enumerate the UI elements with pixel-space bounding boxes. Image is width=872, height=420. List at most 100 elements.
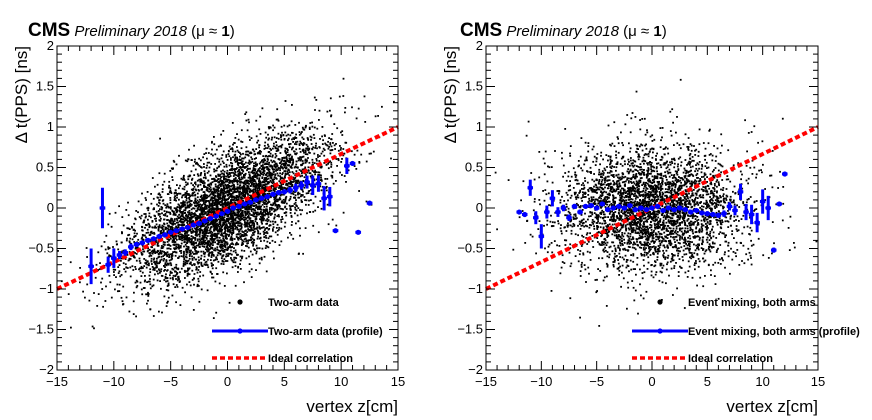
scatter-point (179, 211, 182, 214)
scatter-point (174, 275, 177, 278)
scatter-point (230, 231, 233, 234)
scatter-point (184, 255, 187, 258)
scatter-point (291, 185, 294, 187)
scatter-point (258, 144, 261, 147)
scatter-point (285, 166, 288, 169)
scatter-point (300, 132, 302, 135)
scatter-point (236, 183, 239, 186)
scatter-point (182, 194, 185, 196)
scatter-point (171, 223, 174, 225)
scatter-point (247, 176, 250, 179)
scatter-point (304, 161, 307, 164)
scatter-point (155, 260, 158, 263)
scatter-point (282, 134, 285, 136)
scatter-point (209, 174, 212, 177)
scatter-point (173, 266, 176, 269)
scatter-point (193, 252, 196, 255)
scatter-point (200, 196, 203, 198)
scatter-point (97, 293, 100, 295)
scatter-point (211, 178, 213, 180)
scatter-point (239, 259, 242, 262)
scatter-point (220, 170, 223, 173)
scatter-point (237, 224, 239, 227)
scatter-point (320, 189, 323, 192)
scatter-point (218, 282, 221, 285)
scatter-point (198, 235, 201, 238)
scatter-point (213, 197, 216, 200)
scatter-point (225, 248, 227, 251)
scatter-point (274, 213, 276, 216)
scatter-point (227, 220, 230, 223)
scatter-point (247, 203, 249, 206)
scatter-point (210, 221, 213, 223)
scatter-point (247, 210, 250, 213)
scatter-point (171, 234, 174, 237)
scatter-point (210, 163, 213, 165)
scatter-point (200, 254, 203, 257)
scatter-point (243, 206, 246, 209)
scatter-point (235, 191, 238, 193)
scatter-point (227, 214, 229, 216)
scatter-point (165, 305, 168, 307)
scatter-point (248, 159, 251, 162)
scatter-point (237, 170, 239, 173)
scatter-point (270, 184, 273, 187)
scatter-point (153, 269, 156, 271)
scatter-point (267, 182, 270, 185)
scatter-point (270, 235, 273, 238)
scatter-point (211, 223, 214, 226)
scatter-point (147, 299, 149, 302)
scatter-point (297, 191, 300, 194)
scatter-point (242, 197, 244, 200)
scatter-point (225, 237, 227, 239)
scatter-point (248, 160, 251, 163)
scatter-point (139, 281, 142, 284)
scatter-point (248, 263, 251, 265)
scatter-point (277, 137, 280, 140)
scatter-point (172, 243, 175, 246)
scatter-point (273, 257, 275, 260)
scatter-point (252, 148, 255, 151)
scatter-point (234, 251, 237, 254)
scatter-point (240, 249, 243, 252)
scatter-point (307, 192, 310, 194)
scatter-point (267, 168, 270, 170)
scatter-point (268, 208, 271, 211)
scatter-point (152, 278, 155, 281)
scatter-point (238, 191, 240, 194)
scatter-point (222, 169, 224, 172)
scatter-point (274, 196, 277, 198)
scatter-point (243, 176, 246, 179)
scatter-point (172, 268, 175, 271)
scatter-point (159, 208, 161, 211)
scatter-point (241, 194, 244, 197)
scatter-point (253, 178, 256, 181)
scatter-point (197, 233, 200, 236)
scatter-point (259, 133, 262, 135)
scatter-point (291, 171, 294, 173)
scatter-point (125, 296, 128, 299)
scatter-point (306, 159, 308, 162)
scatter-point (337, 149, 340, 152)
scatter-point (240, 196, 243, 199)
scatter-point (101, 288, 104, 290)
scatter-point (254, 176, 257, 178)
scatter-point (251, 222, 254, 225)
scatter-point (281, 193, 283, 196)
scatter-point (213, 249, 215, 252)
scatter-point (164, 252, 167, 254)
scatter-point (298, 192, 301, 195)
scatter-point (199, 218, 202, 221)
scatter-point (197, 244, 200, 247)
scatter-point (177, 267, 180, 270)
scatter-point (170, 256, 173, 259)
scatter-point (255, 119, 258, 122)
scatter-point (229, 231, 231, 234)
scatter-point (258, 213, 261, 216)
scatter-point (256, 194, 258, 196)
scatter-point (301, 171, 304, 174)
scatter-point (232, 156, 234, 159)
scatter-point (238, 237, 241, 240)
scatter-point (217, 185, 220, 187)
scatter-point (241, 177, 244, 180)
